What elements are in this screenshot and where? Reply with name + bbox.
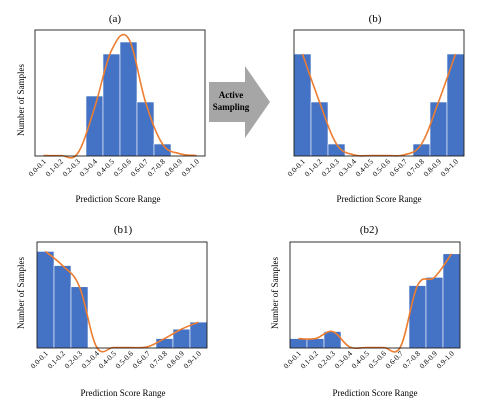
x-tick-label: 0.6-0.7 bbox=[131, 349, 153, 371]
x-tick-label: 0.7-0.8 bbox=[146, 157, 168, 179]
trend-curve bbox=[44, 250, 199, 353]
x-tick-label: 0.4-0.5 bbox=[95, 157, 117, 179]
x-tick-label: 0.4-0.5 bbox=[354, 157, 376, 179]
x-tick-label: 0.9-1.0 bbox=[435, 349, 457, 371]
curve-group bbox=[301, 53, 457, 157]
curve-group bbox=[298, 253, 453, 353]
bar-0.2-0.3 bbox=[323, 331, 342, 349]
y-axis-label: Number of Samples bbox=[270, 257, 280, 329]
x-tick-label: 0.7-0.8 bbox=[401, 349, 423, 371]
x-tick-label: 0.3-0.4 bbox=[78, 157, 100, 179]
x-tick-label: 0.3-0.4 bbox=[333, 349, 355, 371]
x-tick-label: 0.9-1.0 bbox=[180, 157, 202, 179]
arrow-label-line2: Sampling bbox=[213, 102, 250, 112]
bar-0.9-1.0 bbox=[442, 253, 461, 349]
bar-0.7-0.8 bbox=[408, 285, 427, 349]
y-axis-label: Number of Samples bbox=[16, 257, 26, 329]
chart-panel-b2: (b2) Number of Samples Prediction Score … bbox=[270, 224, 461, 398]
bar-0.7-0.8 bbox=[155, 338, 174, 349]
x-tick-label: 0.6-0.7 bbox=[384, 349, 406, 371]
bar-0.8-0.9 bbox=[425, 277, 444, 349]
active-sampling-arrow: Active Sampling bbox=[209, 66, 270, 138]
chart-title: (b2) bbox=[360, 224, 379, 236]
x-tick-label: 0.0-0.1 bbox=[282, 349, 304, 371]
chart-title: (a) bbox=[109, 13, 122, 25]
tick-group: 0.0-0.10.1-0.20.2-0.30.3-0.40.4-0.50.5-0… bbox=[282, 349, 457, 371]
bar-0.1-0.2 bbox=[53, 265, 72, 349]
x-tick-label: 0.9-1.0 bbox=[439, 157, 461, 179]
bar-0.9-1.0 bbox=[189, 321, 208, 349]
x-axis-label: Prediction Score Range bbox=[333, 388, 418, 398]
bar-group bbox=[289, 253, 461, 349]
bar-0.1-0.2 bbox=[310, 101, 329, 157]
x-tick-label: 0.3-0.4 bbox=[80, 349, 102, 371]
plot-frame bbox=[293, 29, 465, 157]
chart-panel-b1: (b1) Number of Samples Prediction Score … bbox=[16, 224, 208, 398]
x-tick-label: 0.8-0.9 bbox=[165, 349, 187, 371]
trend-curve bbox=[298, 253, 453, 353]
x-tick-label: 0.7-0.8 bbox=[148, 349, 170, 371]
curve-group bbox=[44, 250, 199, 353]
chart-title: (b1) bbox=[114, 224, 133, 236]
x-tick-label: 0.2-0.3 bbox=[61, 157, 83, 179]
trend-curve bbox=[301, 53, 457, 157]
x-tick-label: 0.1-0.2 bbox=[303, 157, 325, 179]
x-tick-label: 0.0-0.1 bbox=[286, 157, 308, 179]
x-tick-label: 0.1-0.2 bbox=[299, 349, 321, 371]
x-axis-label: Prediction Score Range bbox=[81, 388, 166, 398]
chart-panel-a: (a) Number of Samples Prediction Score R… bbox=[16, 13, 206, 204]
bar-group bbox=[85, 41, 172, 157]
arrow-label-line1: Active bbox=[219, 90, 244, 100]
plot-frame bbox=[34, 29, 206, 157]
x-tick-label: 0.9-1.0 bbox=[182, 349, 204, 371]
chart-panel-b: (b) Prediction Score Range 0.0-0.10.1-0.… bbox=[286, 13, 465, 204]
x-tick-label: 0.2-0.3 bbox=[63, 349, 85, 371]
bar-0.8-0.9 bbox=[429, 101, 448, 157]
x-tick-label: 0.0-0.1 bbox=[29, 349, 51, 371]
bar-group bbox=[36, 251, 208, 349]
x-tick-label: 0.5-0.6 bbox=[114, 349, 136, 371]
y-axis-label: Number of Samples bbox=[16, 64, 26, 136]
x-axis-label: Prediction Score Range bbox=[76, 194, 161, 204]
plot-frame bbox=[36, 241, 208, 349]
tick-group: 0.0-0.10.1-0.20.2-0.30.3-0.40.4-0.50.5-0… bbox=[29, 349, 204, 371]
bar-0.6-0.7 bbox=[136, 101, 155, 157]
x-tick-label: 0.5-0.6 bbox=[112, 157, 134, 179]
x-tick-label: 0.2-0.3 bbox=[316, 349, 338, 371]
bar-0.1-0.2 bbox=[306, 338, 325, 349]
trend-curve bbox=[43, 33, 197, 159]
plot-frame bbox=[289, 241, 461, 349]
x-tick-label: 0.8-0.9 bbox=[163, 157, 185, 179]
tick-group: 0.0-0.10.1-0.20.2-0.30.3-0.40.4-0.50.5-0… bbox=[286, 157, 461, 179]
x-tick-label: 0.3-0.4 bbox=[337, 157, 359, 179]
x-tick-label: 0.4-0.5 bbox=[97, 349, 119, 371]
curve-group bbox=[43, 33, 197, 159]
x-tick-label: 0.5-0.6 bbox=[367, 349, 389, 371]
x-tick-label: 0.2-0.3 bbox=[320, 157, 342, 179]
x-tick-label: 0.6-0.7 bbox=[129, 157, 151, 179]
arrow-shape bbox=[209, 66, 270, 138]
bar-group bbox=[293, 53, 465, 157]
x-tick-label: 0.1-0.2 bbox=[46, 349, 68, 371]
x-axis-label: Prediction Score Range bbox=[337, 194, 422, 204]
x-tick-label: 0.8-0.9 bbox=[422, 157, 444, 179]
bar-0.0-0.1 bbox=[36, 251, 55, 349]
bar-0.0-0.1 bbox=[289, 338, 308, 349]
tick-group: 0.0-0.10.1-0.20.2-0.30.3-0.40.4-0.50.5-0… bbox=[27, 157, 202, 179]
x-tick-label: 0.8-0.9 bbox=[418, 349, 440, 371]
x-tick-label: 0.7-0.8 bbox=[405, 157, 427, 179]
x-tick-label: 0.1-0.2 bbox=[44, 157, 66, 179]
chart-title: (b) bbox=[369, 13, 382, 25]
x-tick-label: 0.6-0.7 bbox=[388, 157, 410, 179]
x-tick-label: 0.4-0.5 bbox=[350, 349, 372, 371]
x-tick-label: 0.5-0.6 bbox=[371, 157, 393, 179]
x-tick-label: 0.0-0.1 bbox=[27, 157, 49, 179]
bar-0.2-0.3 bbox=[70, 286, 89, 349]
